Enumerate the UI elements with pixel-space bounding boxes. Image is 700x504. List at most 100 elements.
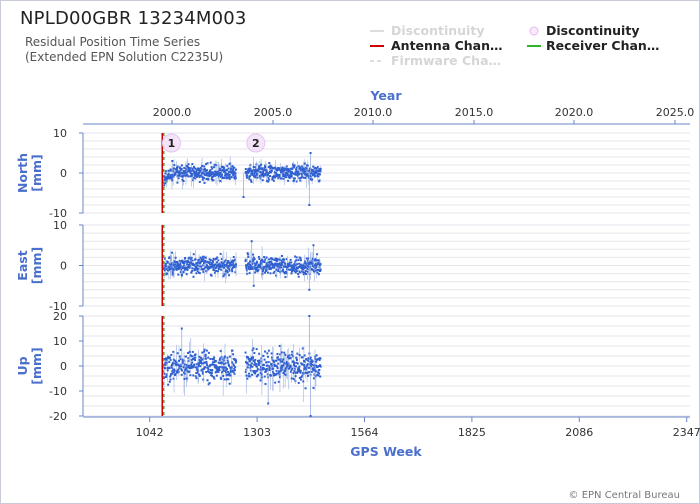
data-point bbox=[282, 168, 285, 171]
data-point bbox=[223, 176, 226, 179]
data-point bbox=[199, 359, 202, 362]
data-point bbox=[283, 351, 286, 354]
data-point bbox=[305, 266, 308, 269]
data-point bbox=[295, 270, 298, 273]
data-point bbox=[297, 259, 300, 262]
data-point bbox=[228, 267, 231, 270]
data-point bbox=[294, 260, 297, 263]
data-point bbox=[261, 259, 264, 262]
data-point bbox=[205, 174, 208, 177]
data-point bbox=[306, 164, 309, 167]
data-point bbox=[183, 363, 186, 366]
data-point bbox=[166, 369, 169, 372]
data-point bbox=[190, 167, 193, 170]
data-point bbox=[280, 169, 283, 172]
legend-label-receiver[interactable]: Receiver Chan… bbox=[546, 38, 660, 53]
data-point bbox=[245, 264, 248, 267]
data-point bbox=[232, 168, 235, 171]
data-point bbox=[312, 367, 315, 370]
data-point bbox=[278, 370, 281, 373]
data-point bbox=[311, 172, 314, 175]
data-point bbox=[223, 260, 226, 263]
data-point bbox=[184, 260, 187, 263]
data-point bbox=[228, 176, 231, 179]
data-point bbox=[290, 272, 293, 275]
data-point bbox=[247, 372, 250, 375]
data-point bbox=[304, 176, 307, 179]
data-point bbox=[306, 372, 309, 375]
data-point bbox=[266, 364, 269, 367]
data-point bbox=[257, 169, 260, 172]
data-point bbox=[247, 255, 250, 258]
data-point bbox=[207, 383, 210, 386]
data-point bbox=[275, 175, 278, 178]
data-point bbox=[297, 170, 300, 173]
data-point bbox=[186, 268, 189, 271]
data-point bbox=[259, 379, 262, 382]
data-point bbox=[214, 359, 217, 362]
data-point bbox=[251, 357, 254, 360]
legend-label-firmware[interactable]: Firmware Cha… bbox=[391, 53, 501, 68]
data-point bbox=[316, 174, 319, 177]
data-point bbox=[182, 264, 185, 267]
data-point bbox=[230, 261, 233, 264]
data-point bbox=[280, 364, 283, 367]
legend-label-discontinuity-line[interactable]: Discontinuity bbox=[391, 23, 485, 38]
data-point bbox=[215, 269, 218, 272]
data-point bbox=[165, 357, 168, 360]
data-point bbox=[260, 163, 263, 166]
data-point bbox=[175, 363, 178, 366]
data-point bbox=[182, 270, 185, 273]
data-point bbox=[314, 355, 317, 358]
data-point bbox=[312, 170, 315, 173]
data-point bbox=[163, 178, 166, 181]
data-point bbox=[267, 402, 270, 405]
data-point bbox=[214, 263, 217, 266]
data-point bbox=[277, 177, 280, 180]
data-point bbox=[288, 261, 291, 264]
data-point bbox=[244, 258, 247, 261]
data-point bbox=[264, 165, 267, 168]
data-point bbox=[218, 369, 221, 372]
data-point bbox=[164, 363, 167, 366]
data-point bbox=[278, 373, 281, 376]
data-point bbox=[249, 168, 252, 171]
data-point bbox=[251, 349, 254, 352]
data-point bbox=[314, 259, 317, 262]
data-point bbox=[252, 359, 255, 362]
data-point bbox=[187, 175, 190, 178]
data-point bbox=[211, 175, 214, 178]
data-point bbox=[179, 266, 182, 269]
data-point bbox=[174, 360, 177, 363]
y-axis-tick-label: -20 bbox=[49, 410, 67, 423]
data-point bbox=[217, 267, 220, 270]
data-point bbox=[253, 369, 256, 372]
data-point bbox=[182, 262, 185, 265]
data-point bbox=[276, 265, 279, 268]
legend-label-antenna[interactable]: Antenna Chan… bbox=[391, 38, 503, 53]
data-point bbox=[301, 165, 304, 168]
data-point bbox=[283, 167, 286, 170]
legend-label-discontinuity-circle[interactable]: Discontinuity bbox=[546, 23, 640, 38]
data-point bbox=[228, 364, 231, 367]
data-point bbox=[270, 165, 273, 168]
data-point bbox=[193, 264, 196, 267]
data-point bbox=[226, 356, 229, 359]
data-point bbox=[301, 266, 304, 269]
data-point bbox=[213, 356, 216, 359]
data-point bbox=[197, 169, 200, 172]
data-point bbox=[171, 363, 174, 366]
data-point bbox=[293, 365, 296, 368]
data-point bbox=[255, 348, 258, 351]
data-point bbox=[309, 265, 312, 268]
data-point bbox=[295, 259, 298, 262]
data-point bbox=[296, 362, 299, 365]
data-point bbox=[278, 262, 281, 265]
data-point bbox=[169, 257, 172, 260]
data-point bbox=[211, 264, 214, 267]
data-point bbox=[175, 264, 178, 267]
data-point bbox=[316, 371, 319, 374]
data-point bbox=[212, 258, 215, 261]
data-point bbox=[265, 171, 268, 174]
